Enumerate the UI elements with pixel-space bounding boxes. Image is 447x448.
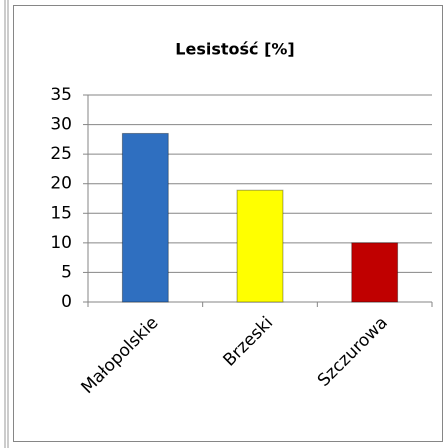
chart-frame <box>13 5 443 442</box>
y-tick-label: 15 <box>50 203 72 223</box>
bar <box>236 189 284 303</box>
y-tick-label: 30 <box>50 115 72 135</box>
bar <box>121 132 169 303</box>
y-tick-label: 35 <box>50 85 72 105</box>
y-tick-label: 5 <box>61 262 72 282</box>
y-tick-label: 0 <box>61 292 72 312</box>
y-tick-label: 20 <box>50 174 72 194</box>
y-tick-label: 10 <box>50 233 72 253</box>
bar <box>351 242 399 303</box>
chart-title: Lesistość [%] <box>175 40 294 59</box>
y-tick-label: 25 <box>50 144 72 164</box>
